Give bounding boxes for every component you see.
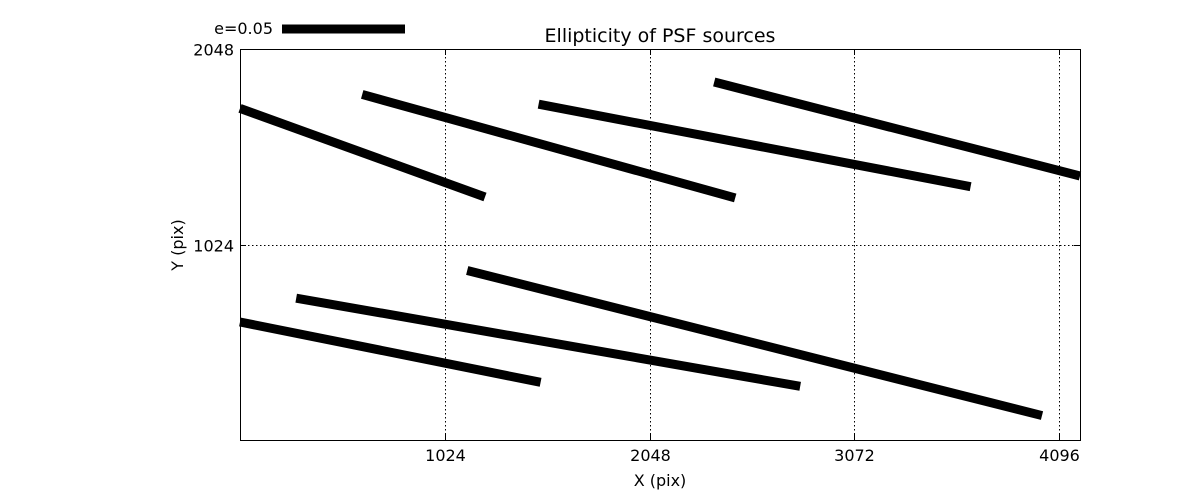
x-tick-label: 2048 [630,446,671,465]
ellipticity-whisker [466,266,1044,420]
whisker-series [238,77,1082,420]
axis-ticks [240,49,1080,440]
ellipticity-whisker [537,99,972,192]
y-tick-label: 2048 [193,41,234,60]
tick-labels: 1024 2048 3072 4096 1024 2048 [193,41,1080,466]
chart-title: Ellipticity of PSF sources [545,25,776,47]
y-axis-label: Y (pix) [168,219,187,271]
x-tick-label: 3072 [834,446,875,465]
ellipticity-whisker [238,104,487,202]
ellipticity-whisker [295,293,801,391]
ellipticity-whisker [239,317,542,387]
x-tick-label: 4096 [1039,446,1080,465]
legend: e=0.05 [214,19,405,38]
y-tick-label: 1024 [193,237,234,256]
ellipticity-whisker [713,77,1082,181]
ellipticity-whisker [360,90,737,203]
grid-lines [240,49,1080,440]
legend-label: e=0.05 [214,19,273,38]
x-tick-label: 1024 [425,446,466,465]
x-axis-label: X (pix) [634,471,687,490]
